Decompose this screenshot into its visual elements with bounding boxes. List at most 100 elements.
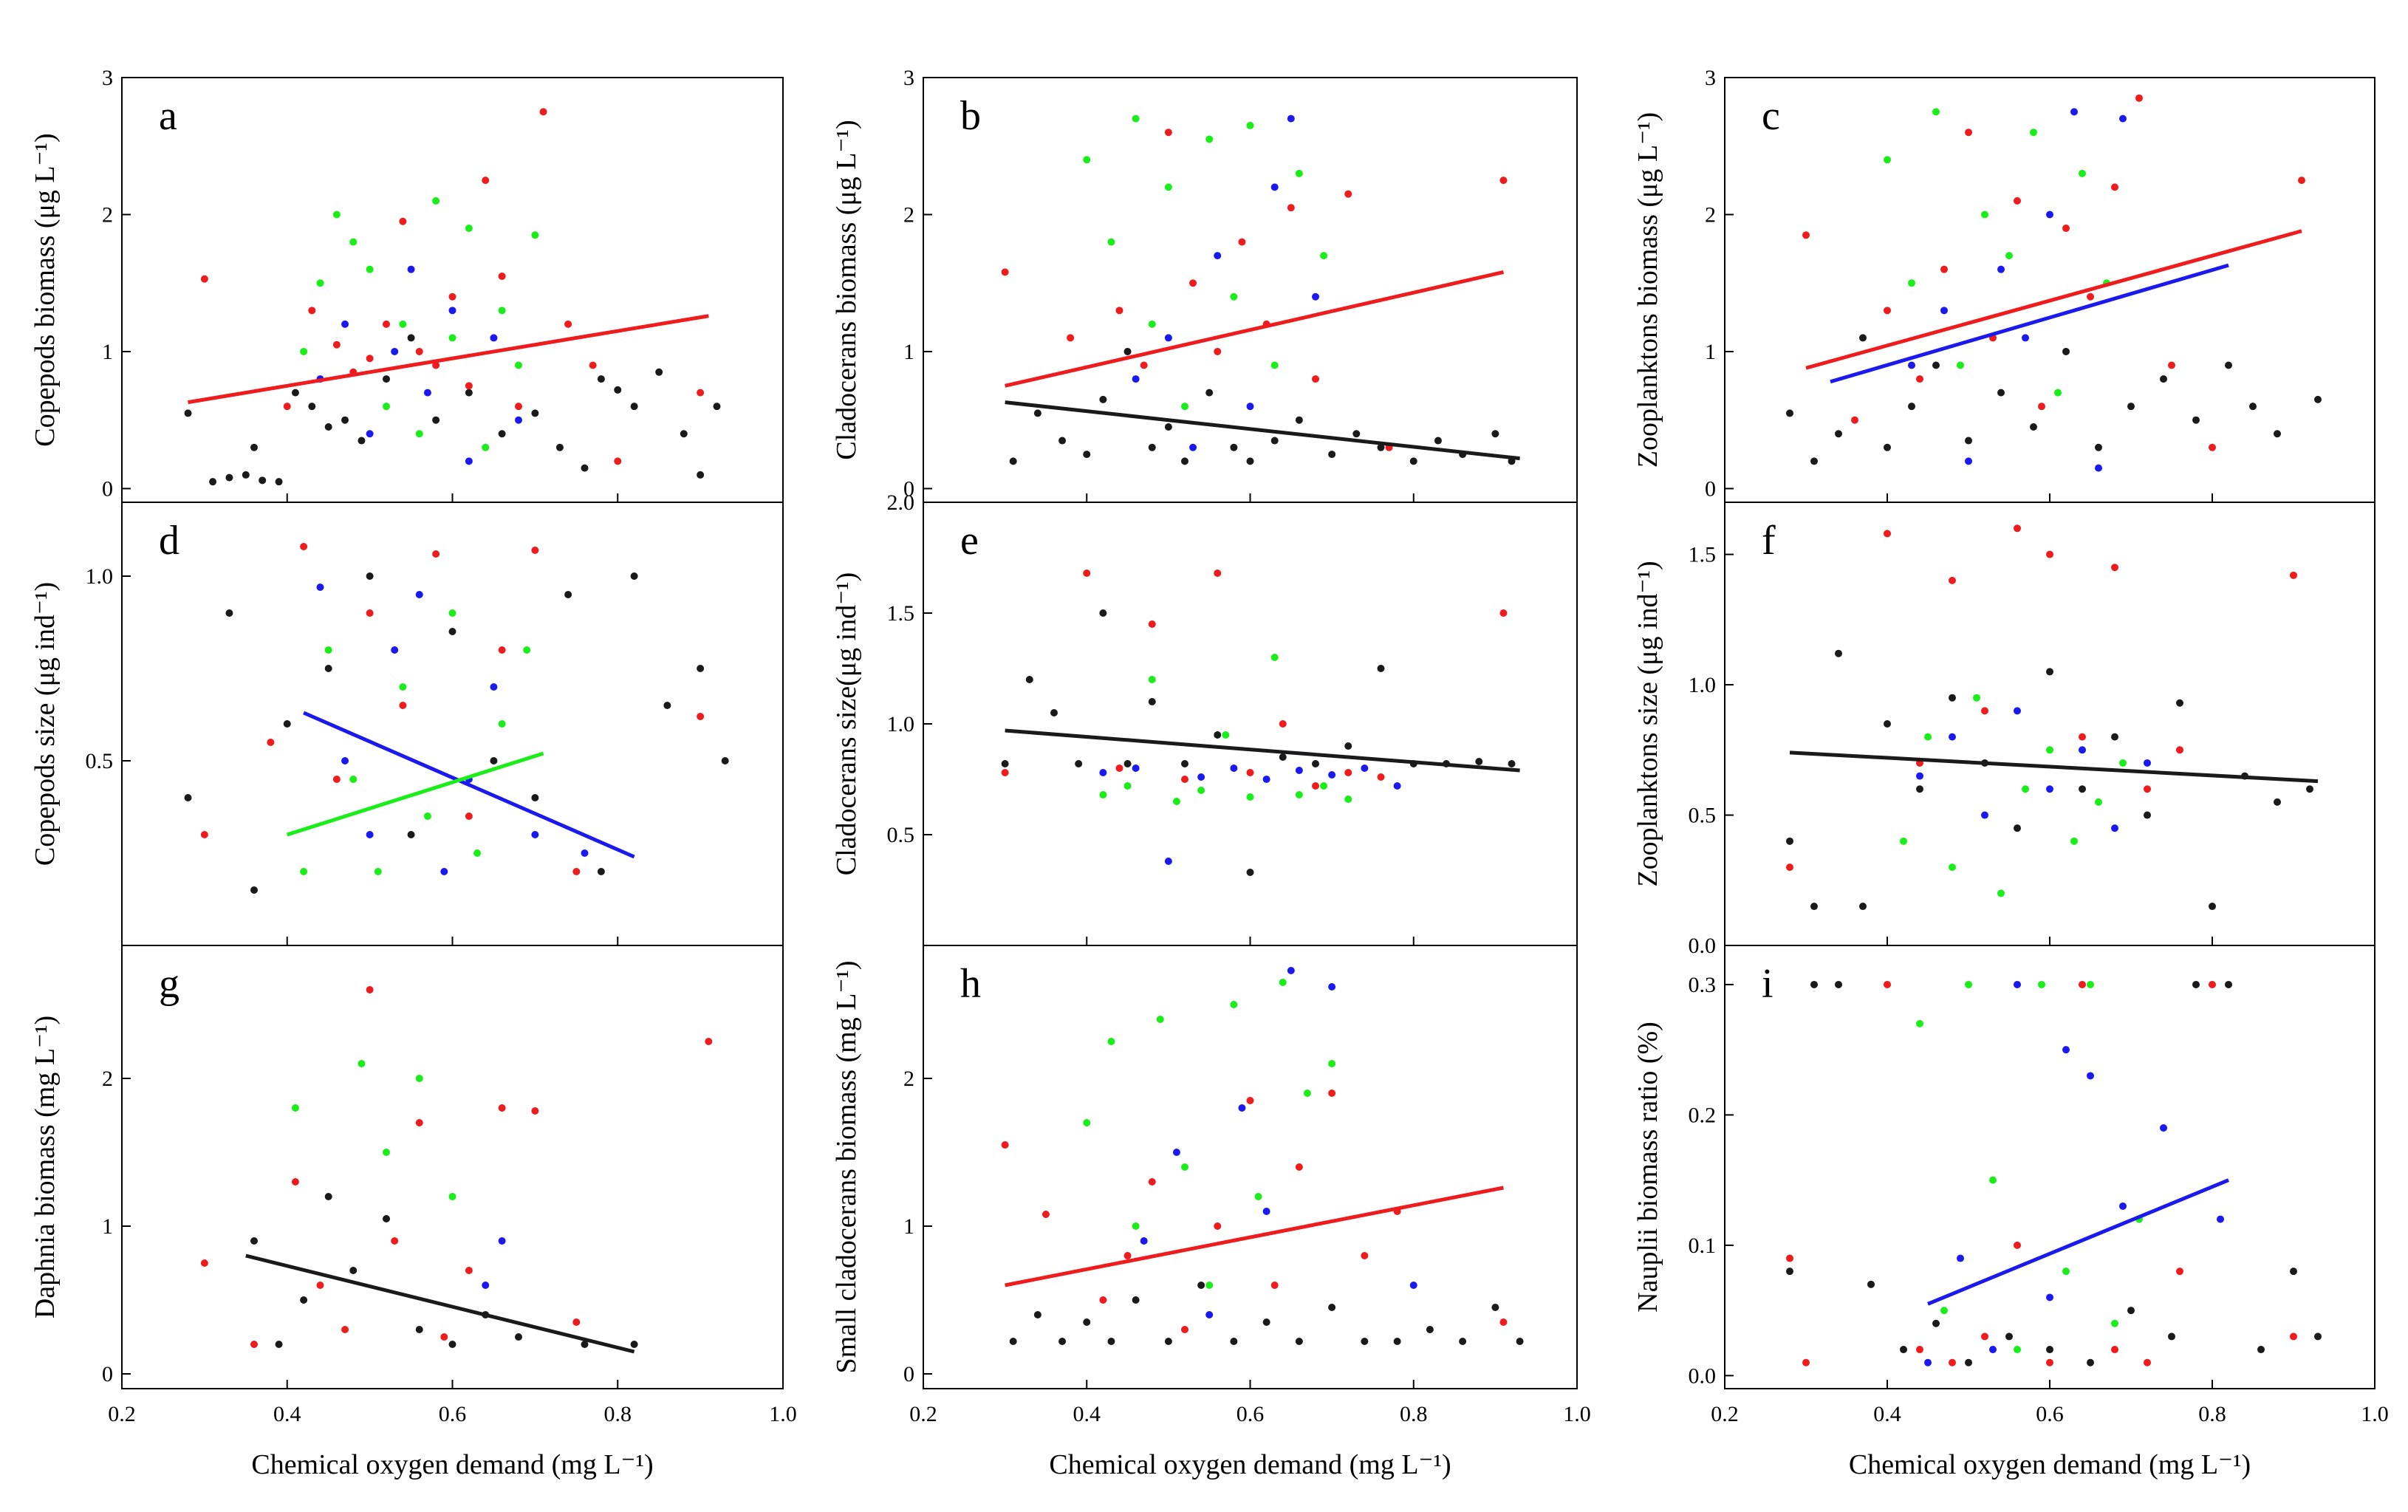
- data-point: [2079, 785, 2086, 793]
- data-point: [1916, 772, 1923, 780]
- data-point: [482, 177, 490, 185]
- panel-letter: f: [1762, 518, 1776, 564]
- data-point: [1132, 764, 1140, 772]
- data-point: [448, 1341, 456, 1348]
- y-tick-label: 2: [102, 202, 113, 227]
- panel-letter: b: [960, 93, 981, 139]
- data-point: [300, 1296, 308, 1304]
- data-point: [1328, 1060, 1336, 1067]
- data-point: [1214, 347, 1222, 355]
- data-point: [407, 265, 415, 273]
- data-point: [2290, 1268, 2297, 1276]
- data-point: [1352, 430, 1361, 438]
- data-point: [2062, 1046, 2070, 1054]
- data-point: [2022, 785, 2029, 793]
- x-tick-label: 1.0: [769, 1402, 797, 1426]
- data-point: [1989, 1346, 1997, 1354]
- data-point: [1197, 1282, 1205, 1289]
- data-point: [358, 437, 366, 445]
- data-point: [1295, 767, 1303, 774]
- data-point: [1932, 1319, 1940, 1327]
- data-point: [1205, 1311, 1214, 1318]
- data-point: [1908, 279, 1915, 287]
- data-point: [341, 757, 349, 764]
- data-point: [366, 265, 374, 273]
- data-point: [1156, 1016, 1164, 1023]
- data-point: [1246, 793, 1254, 801]
- data-point: [300, 347, 308, 355]
- data-point: [1884, 156, 1891, 164]
- data-point: [1940, 265, 1948, 273]
- data-point: [572, 868, 581, 875]
- data-point: [1058, 437, 1067, 445]
- data-point: [250, 886, 258, 894]
- data-point: [2111, 183, 2118, 191]
- data-point: [2168, 1333, 2175, 1341]
- data-point: [1981, 707, 1988, 715]
- data-point: [1426, 1326, 1434, 1333]
- data-point: [283, 720, 291, 728]
- data-point: [1499, 609, 1508, 617]
- data-point: [680, 430, 688, 438]
- series-red: [200, 986, 713, 1348]
- data-point: [283, 403, 291, 411]
- data-point: [498, 307, 506, 315]
- data-point: [1499, 177, 1508, 185]
- data-point: [2127, 403, 2135, 411]
- data-point: [1989, 1176, 1997, 1184]
- data-point: [490, 757, 498, 764]
- series-black: [184, 572, 729, 894]
- data-point: [2209, 903, 2216, 911]
- data-point: [1884, 530, 1891, 538]
- data-point: [1287, 967, 1295, 974]
- data-point: [1033, 1311, 1041, 1318]
- data-point: [1164, 423, 1172, 431]
- data-point: [1164, 1338, 1172, 1345]
- y-tick-label: 1: [903, 1214, 914, 1239]
- data-point: [1246, 1097, 1254, 1104]
- data-point: [225, 473, 233, 482]
- data-point: [1434, 437, 1442, 445]
- panel-b: 0 1 2 3 b Cladocerans biomass (μg L⁻¹): [831, 66, 1578, 503]
- series-red: [1001, 1089, 1508, 1333]
- data-point: [1940, 1307, 1948, 1315]
- data-point: [1981, 811, 1988, 819]
- data-point: [1246, 769, 1254, 776]
- data-point: [448, 609, 456, 617]
- y-tick-label: 0: [102, 1362, 113, 1386]
- data-point: [415, 1119, 423, 1126]
- data-point: [498, 430, 506, 438]
- data-point: [498, 272, 506, 280]
- data-point: [465, 1267, 473, 1274]
- data-point: [1900, 1346, 1907, 1354]
- data-point: [341, 416, 349, 424]
- data-point: [1932, 108, 1940, 116]
- data-point: [1786, 1268, 1793, 1276]
- data-point: [1001, 760, 1009, 767]
- data-point: [531, 547, 539, 554]
- data-point: [399, 683, 407, 691]
- panel-e: 0.5 1.0 1.5 2.0 e Cladocerans size(μg ind⁻¹): [831, 490, 1578, 946]
- data-point: [1148, 698, 1156, 705]
- data-point: [1924, 1358, 1932, 1366]
- series-red: [200, 108, 705, 465]
- y-tick-label: 0.2: [1689, 1103, 1717, 1127]
- x-tick-label: 0.2: [108, 1402, 136, 1426]
- data-point: [440, 868, 448, 875]
- data-point: [184, 409, 192, 417]
- panel-f: 0.0 0.5 1.0 1.5 f Zooplanktons size (μg ind⁻¹…: [1632, 502, 2375, 958]
- data-point: [1279, 979, 1287, 986]
- y-tick-label: 1.5: [887, 601, 915, 626]
- data-point: [1099, 609, 1107, 617]
- data-point: [423, 389, 431, 397]
- data-point: [515, 403, 522, 411]
- data-point: [465, 225, 473, 233]
- data-point: [1189, 443, 1197, 451]
- data-point: [1312, 375, 1319, 383]
- fit-line-blue: [1927, 1178, 2229, 1306]
- data-point: [1279, 720, 1287, 728]
- data-point: [1205, 1282, 1214, 1289]
- data-point: [1409, 1282, 1417, 1289]
- data-point: [2014, 824, 2021, 832]
- panel-letter: h: [960, 961, 981, 1007]
